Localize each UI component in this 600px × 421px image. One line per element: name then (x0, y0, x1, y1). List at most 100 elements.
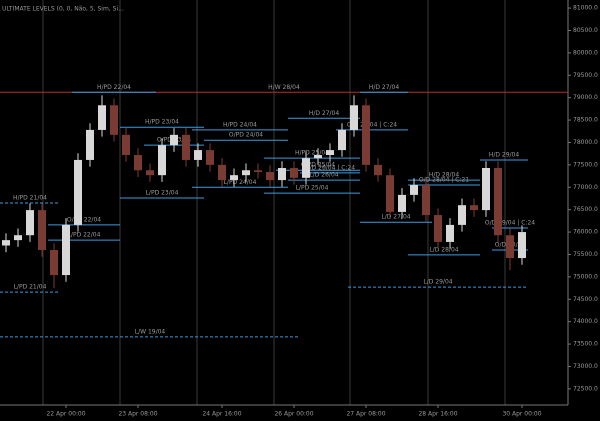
y-tick-label: 76000.0 (573, 229, 598, 236)
candle-body (506, 235, 514, 259)
chart-title: ULTIMATE LEVELS (0, 0, Não, 5, Sim, Si..… (2, 6, 124, 13)
candle-body (518, 232, 526, 259)
candle-body (62, 224, 70, 276)
level-label: H/D 29/04 (489, 151, 520, 158)
level-label: L/D 28/04 (429, 246, 458, 253)
candle-body (266, 172, 274, 181)
y-tick-label: 80500.0 (573, 27, 598, 34)
candle-body (182, 134, 190, 160)
y-tick-label: 80000.0 (573, 49, 598, 56)
candle-body (398, 194, 406, 212)
x-tick-label: 27 Apr 08:00 (346, 411, 385, 418)
candle-body (338, 129, 346, 151)
y-tick-label: 74000.0 (573, 318, 598, 325)
candle-body (470, 205, 478, 211)
x-tick-label: 24 Apr 16:00 (202, 411, 241, 418)
candle-body (50, 249, 58, 276)
level-label: L/PD 24/04 (224, 179, 257, 186)
level-label: O/D 28/04 | C:21 (419, 177, 469, 184)
y-tick-label: 78500.0 (573, 117, 598, 124)
candle-body (458, 205, 466, 225)
candle-body (278, 168, 286, 181)
candle-body (494, 168, 502, 236)
level-label: H/D 28/04 (429, 172, 460, 179)
y-tick-label: 73000.0 (573, 363, 598, 370)
candle-body (38, 210, 46, 250)
y-tick-label: 72500.0 (573, 385, 598, 392)
candle-body (410, 185, 418, 195)
candle-body (158, 145, 166, 176)
level-label: L/D 29/04 (423, 279, 452, 286)
candle-body (194, 150, 202, 160)
candle-body (134, 155, 142, 171)
level-label: O/D 27/04 | C:24 (347, 121, 397, 128)
x-tick-label: 22 Apr 00:00 (46, 411, 85, 418)
level-label: H/PD 23/04 (145, 119, 179, 126)
candle-body (386, 175, 394, 212)
y-tick-label: 77000.0 (573, 184, 598, 191)
candle-body (230, 175, 238, 181)
level-label: L/PD 25/04 (296, 185, 329, 192)
candle-body (170, 134, 178, 146)
level-label: L/D 26/04 (309, 172, 338, 179)
candle-body (86, 129, 94, 160)
level-label: H/PD 24/04 (223, 121, 257, 128)
y-tick-label: 77500.0 (573, 161, 598, 168)
y-tick-label: 73500.0 (573, 341, 598, 348)
y-tick-label: 78000.0 (573, 139, 598, 146)
y-tick-label: 81000.0 (573, 5, 598, 12)
candle-body (98, 105, 106, 130)
x-tick-label: 23 Apr 08:00 (118, 411, 157, 418)
candle-body (314, 155, 322, 159)
x-tick-label: 28 Apr 16:00 (418, 411, 457, 418)
level-label: H/PD 21/04 (13, 194, 47, 201)
y-tick-label: 74500.0 (573, 296, 598, 303)
y-tick-label: 75000.0 (573, 273, 598, 280)
level-label: O/PD 25/04 (301, 162, 335, 169)
candle-body (254, 170, 262, 173)
level-label: H/PD 22/04 (97, 84, 131, 91)
level-label: O/PD 22/04 (67, 216, 101, 223)
y-tick-label: 79500.0 (573, 72, 598, 79)
day-separators (42, 0, 506, 405)
level-label: H/W 28/04 (268, 84, 300, 91)
candle-body (206, 150, 214, 165)
level-label: L/PD 23/04 (146, 190, 179, 197)
candle-body (326, 150, 334, 156)
candle-body (302, 158, 310, 178)
level-label: L/PD 21/04 (14, 284, 47, 291)
candle-body (26, 210, 34, 236)
level-label: O/PD 24/04 (229, 132, 263, 139)
candle-body (122, 134, 130, 156)
candle-body (482, 168, 490, 211)
x-tick-label: 30 Apr 00:00 (502, 411, 541, 418)
level-label: L/D 27/04 (381, 214, 410, 221)
y-tick-label: 75500.0 (573, 251, 598, 258)
candle-body (422, 185, 430, 216)
candle-body (110, 105, 118, 135)
candle-body (146, 170, 154, 176)
candle-body (2, 240, 10, 246)
candle-body (350, 105, 358, 130)
level-label: L/PD 22/04 (68, 232, 101, 239)
candle-body (242, 170, 250, 176)
candle-body (14, 235, 22, 241)
y-tick-label: 76500.0 (573, 206, 598, 213)
level-label: O/D 29/04 | C:24 (485, 220, 535, 227)
candle-body (446, 224, 454, 242)
level-label: H/D 27/04 (309, 110, 340, 117)
level-label: L/W 19/04 (135, 328, 166, 335)
y-tick-label: 79000.0 (573, 94, 598, 101)
level-label: H/D 27/04 (369, 84, 400, 91)
candle-body (374, 164, 382, 176)
level-label: H/PD 25/04 (295, 150, 329, 157)
level-label: O/D 26/04 | C:24 (305, 164, 355, 171)
candle-body (290, 168, 298, 178)
candle-body (218, 164, 226, 181)
candle-body (74, 159, 82, 225)
candle-body (362, 105, 370, 165)
candle-body (434, 215, 442, 242)
x-tick-label: 26 Apr 00:00 (274, 411, 313, 418)
